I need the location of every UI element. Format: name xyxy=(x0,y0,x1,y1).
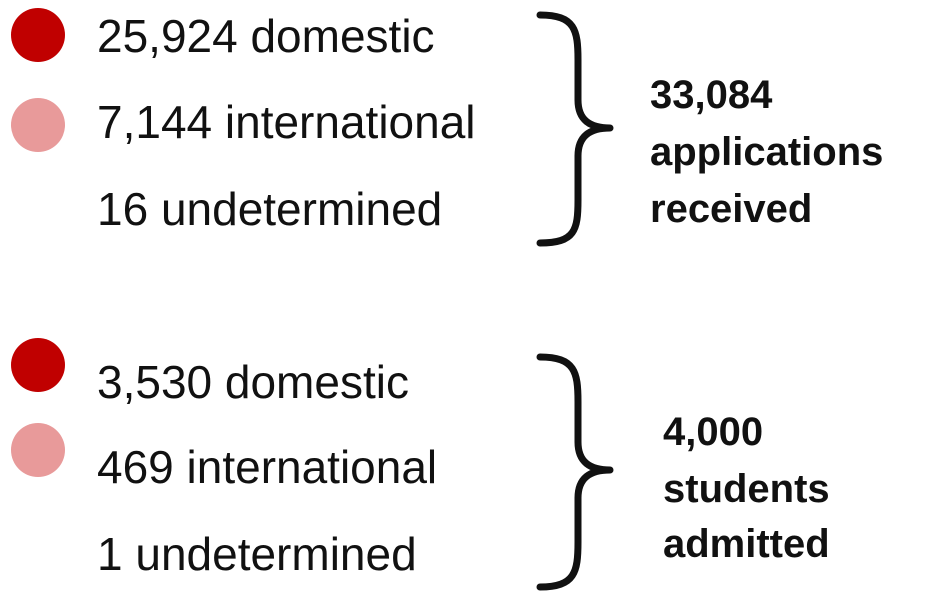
total-text: 33,084 xyxy=(650,73,773,117)
legend-dot xyxy=(11,338,65,392)
total-text: admitted xyxy=(663,522,830,566)
item-text: 469 international xyxy=(97,441,437,493)
item-text: 1 undetermined xyxy=(97,528,417,580)
item-text: 3,530 domestic xyxy=(97,356,409,408)
item-text: 16 undetermined xyxy=(97,183,442,235)
total-text: applications xyxy=(650,130,883,174)
item-text: 7,144 international xyxy=(97,96,476,148)
total-text: 4,000 xyxy=(663,410,763,454)
legend-dot xyxy=(11,8,65,62)
brace xyxy=(536,353,614,591)
legend-dot xyxy=(11,423,65,477)
total-text: received xyxy=(650,187,812,231)
brace xyxy=(536,11,614,247)
legend-dot xyxy=(11,98,65,152)
total-text: students xyxy=(663,467,830,511)
item-text: 25,924 domestic xyxy=(97,10,435,62)
